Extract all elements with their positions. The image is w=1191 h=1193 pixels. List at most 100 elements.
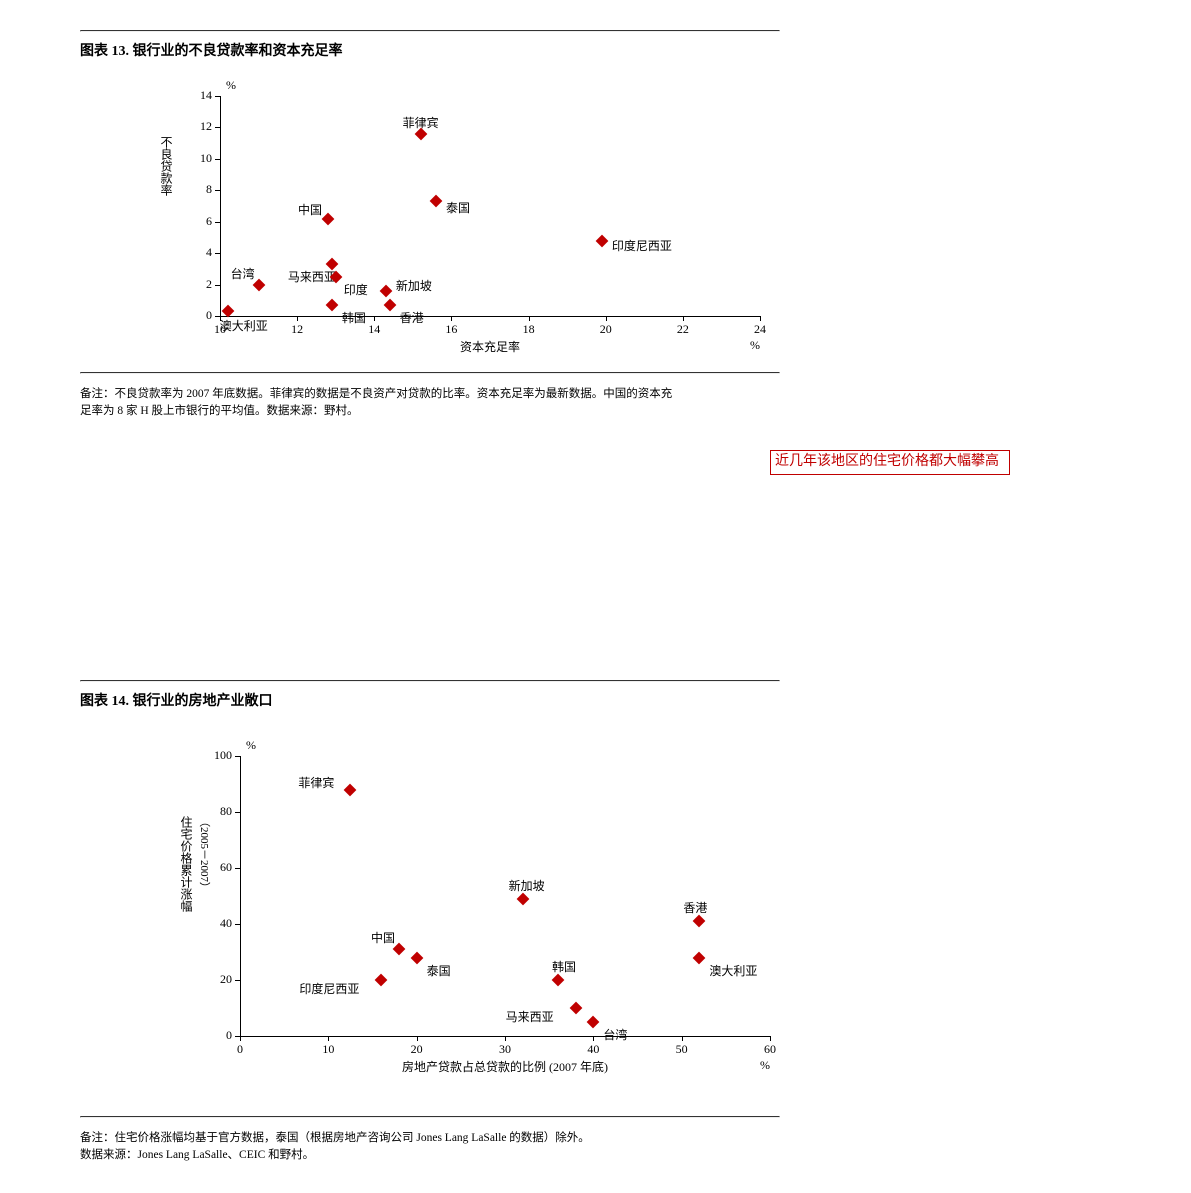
chart1-footnote2: 足率为 8 家 H 股上市银行的平均值。数据来源：野村。 [80, 403, 780, 420]
data-point [552, 974, 565, 987]
y-tick-label: 6 [182, 214, 212, 229]
y-axis-title: 不良贷款率 [158, 136, 175, 196]
y-tick [235, 756, 240, 757]
x-tick [770, 1036, 771, 1041]
data-point-label: 中国 [298, 201, 322, 218]
x-axis-title: 资本充足率 [220, 338, 760, 355]
x-tick [682, 1036, 683, 1041]
data-point [569, 1002, 582, 1015]
x-tick-label: 40 [581, 1042, 605, 1057]
data-point-label: 韩国 [342, 309, 366, 326]
data-point-label: 泰国 [427, 962, 451, 979]
x-tick [529, 316, 530, 321]
x-tick-label: 20 [405, 1042, 429, 1057]
y-tick-label: 12 [182, 119, 212, 134]
y-tick [215, 96, 220, 97]
y-tick-label: 40 [202, 916, 232, 931]
y-tick [215, 159, 220, 160]
x-tick [374, 316, 375, 321]
data-point [375, 974, 388, 987]
data-point-label: 菲律宾 [403, 114, 439, 131]
rule-bottom-2 [80, 1116, 780, 1118]
data-point [430, 195, 443, 208]
x-tick [240, 1036, 241, 1041]
data-point [344, 783, 357, 796]
y-axis [220, 96, 221, 316]
x-tick-label: 30 [493, 1042, 517, 1057]
y-tick-label: 14 [182, 88, 212, 103]
chart2-footnote1: 备注：住宅价格涨幅均基于官方数据，泰国（根据房地产咨询公司 Jones Lang… [80, 1130, 780, 1147]
y-tick [235, 812, 240, 813]
data-point-label: 台湾 [231, 265, 255, 282]
rule-mid [80, 372, 780, 374]
data-point-label: 新加坡 [396, 277, 432, 294]
x-tick [505, 1036, 506, 1041]
data-point [595, 234, 608, 247]
data-point-label: 香港 [683, 899, 707, 916]
rule-top [80, 30, 780, 32]
x-tick-label: 12 [285, 322, 309, 337]
data-point-label: 澳大利亚 [709, 962, 757, 979]
y-unit: % [246, 738, 256, 753]
data-point [693, 951, 706, 964]
rule-top-2 [80, 680, 780, 682]
y-tick-label: 4 [182, 245, 212, 260]
chart1-footnote1: 备注：不良贷款率为 2007 年底数据。菲律宾的数据是不良资产对贷款的比率。资本… [80, 386, 780, 403]
data-point-label: 泰国 [446, 199, 470, 216]
figure-14: 图表 14. 银行业的房地产业敞口 0204060801000102030405… [80, 680, 780, 1165]
data-point-label: 新加坡 [509, 877, 545, 894]
chart1-plot: 024681012141012141618202224%%资本充足率不良贷款率澳… [80, 66, 780, 366]
data-point [693, 915, 706, 928]
y-tick [235, 868, 240, 869]
x-tick-label: 24 [748, 322, 772, 337]
data-point-label: 印度尼西亚 [612, 237, 672, 254]
x-tick-label: 60 [758, 1042, 782, 1057]
y-tick-label: 100 [202, 748, 232, 763]
chart2-plot: 0204060801000102030405060%%房地产贷款占总贷款的比例 … [80, 716, 780, 1096]
data-point-label: 台湾 [603, 1026, 627, 1043]
figure-13: 图表 13. 银行业的不良贷款率和资本充足率 02468101214101214… [80, 30, 780, 421]
y-unit: % [226, 78, 236, 93]
data-point-label: 韩国 [552, 958, 576, 975]
y-tick [235, 980, 240, 981]
data-point [516, 892, 529, 905]
y-axis [240, 756, 241, 1036]
data-point-label: 马来西亚 [506, 1008, 554, 1025]
data-point-label: 印度尼西亚 [299, 980, 359, 997]
data-point-label: 澳大利亚 [220, 317, 268, 334]
y-tick [215, 285, 220, 286]
chart2-title: 图表 14. 银行业的房地产业敞口 [80, 690, 780, 710]
chart1-title: 图表 13. 银行业的不良贷款率和资本充足率 [80, 40, 780, 60]
y-tick-label: 0 [202, 1028, 232, 1043]
y-tick [215, 222, 220, 223]
y-tick-label: 10 [182, 151, 212, 166]
y-tick [215, 190, 220, 191]
data-point [322, 212, 335, 225]
y-tick-label: 20 [202, 972, 232, 987]
x-tick [606, 316, 607, 321]
data-point [325, 299, 338, 312]
data-point-label: 中国 [371, 929, 395, 946]
y-tick-label: 8 [182, 182, 212, 197]
data-point-label: 香港 [400, 309, 424, 326]
chart2-footnote2: 数据来源：Jones Lang LaSalle、CEIC 和野村。 [80, 1147, 780, 1164]
data-point-label: 印度 [344, 281, 368, 298]
x-axis-title: 房地产贷款占总贷款的比例 (2007 年底) [240, 1058, 770, 1075]
y-tick [215, 253, 220, 254]
x-tick-label: 20 [594, 322, 618, 337]
data-point [587, 1016, 600, 1029]
y-tick [215, 127, 220, 128]
x-tick [328, 1036, 329, 1041]
x-tick-label: 16 [439, 322, 463, 337]
x-tick-label: 22 [671, 322, 695, 337]
x-tick [760, 316, 761, 321]
x-tick [593, 1036, 594, 1041]
y-axis-subtitle: （2005－2007） [196, 816, 212, 893]
x-tick-label: 50 [670, 1042, 694, 1057]
x-tick [297, 316, 298, 321]
data-point [410, 951, 423, 964]
y-tick-label: 2 [182, 277, 212, 292]
y-tick-label: 0 [182, 308, 212, 323]
x-tick-label: 18 [517, 322, 541, 337]
data-point-label: 菲律宾 [298, 774, 334, 791]
